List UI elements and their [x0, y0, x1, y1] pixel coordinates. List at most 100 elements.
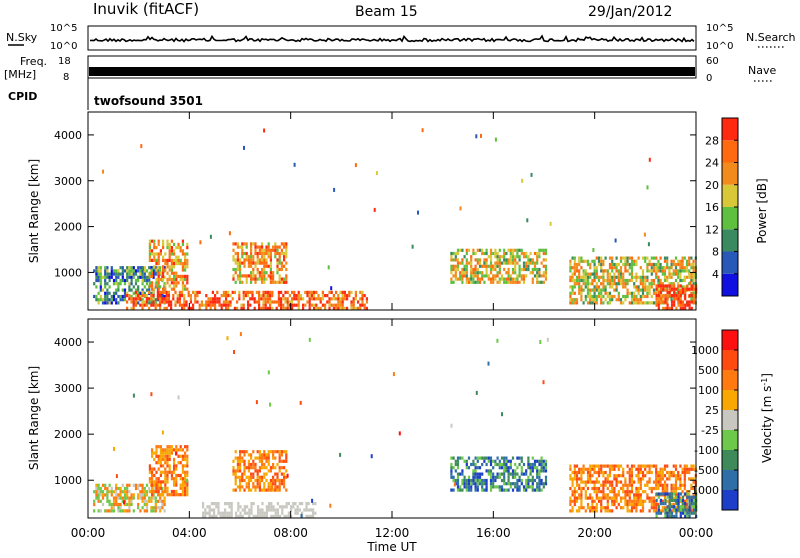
- echo-cell: [582, 470, 585, 475]
- echo-cell: [239, 332, 242, 337]
- echo-cell: [278, 245, 281, 249]
- echo-cell: [241, 450, 244, 454]
- echo-cell: [239, 267, 242, 272]
- echo-cell: [592, 248, 595, 252]
- echo-cell: [202, 514, 205, 518]
- colorbar-tick-label: -1000: [687, 484, 719, 497]
- echo-cell: [582, 480, 585, 484]
- echo-cell: [487, 277, 490, 281]
- echo-cell: [230, 505, 233, 509]
- echo-cell: [97, 490, 100, 494]
- echo-cell: [170, 303, 173, 307]
- echo-cell: [139, 294, 142, 299]
- colorbar-tick-label: 24: [705, 157, 719, 170]
- echo-cell: [480, 133, 482, 138]
- colorbar-segment: [722, 140, 738, 163]
- echo-cell: [162, 451, 165, 455]
- echo-cell: [505, 488, 508, 492]
- echo-cell: [690, 298, 693, 302]
- echo-cell: [175, 274, 178, 278]
- echo-cell: [677, 275, 680, 279]
- echo-cell: [628, 483, 631, 487]
- echo-cell: [143, 486, 146, 491]
- echo-cell: [132, 269, 135, 273]
- echo-cell: [641, 291, 645, 295]
- echo-cell: [578, 493, 581, 497]
- echo-cell: [95, 294, 98, 299]
- echo-cell: [93, 282, 96, 286]
- echo-cell: [178, 297, 181, 301]
- echo-cell: [641, 506, 645, 510]
- echo-cell: [509, 255, 512, 259]
- echo-cell: [243, 508, 246, 512]
- echo-cell: [365, 297, 368, 301]
- echo-cell: [641, 278, 645, 283]
- echo-cell: [159, 266, 162, 270]
- echo-cell: [677, 470, 680, 475]
- echo-cell: [518, 478, 521, 483]
- echo-cell: [617, 275, 620, 279]
- echo-cell: [481, 456, 484, 460]
- echo-cell: [544, 264, 548, 268]
- echo-cell: [644, 474, 647, 478]
- echo-cell: [261, 456, 264, 460]
- echo-cell: [677, 474, 680, 478]
- echo-cell: [608, 262, 612, 267]
- echo-cell: [170, 281, 173, 285]
- echo-cell: [288, 300, 291, 304]
- echo-cell: [139, 266, 142, 270]
- echo-cell: [606, 278, 609, 283]
- echo-cell: [173, 477, 176, 481]
- echo-cell: [228, 231, 231, 236]
- echo-cell: [209, 297, 212, 301]
- echo-cell: [611, 486, 614, 491]
- echo-cell: [247, 290, 250, 294]
- echo-cell: [276, 248, 279, 252]
- echo-cell: [276, 511, 279, 515]
- echo-cell: [234, 478, 237, 483]
- echo-cell: [639, 499, 642, 503]
- echo-cell: [454, 277, 457, 281]
- echo-cell: [208, 508, 211, 512]
- echo-cell: [685, 464, 689, 468]
- echo-cell: [225, 306, 228, 310]
- echo-cell: [241, 280, 244, 284]
- echo-cell: [573, 464, 576, 468]
- echo-cell: [97, 301, 100, 305]
- echo-cell: [278, 255, 281, 259]
- echo-cell: [452, 488, 455, 492]
- echo-cell: [214, 294, 217, 298]
- echo-cell: [527, 482, 530, 486]
- echo-cell: [263, 128, 266, 133]
- echo-cell: [544, 466, 548, 470]
- echo-cell: [155, 454, 158, 458]
- echo-cell: [280, 264, 283, 268]
- echo-cell: [251, 294, 254, 298]
- echo-cell: [115, 269, 118, 273]
- echo-cell: [177, 258, 180, 262]
- echo-cell: [236, 251, 239, 256]
- echo-cell: [677, 492, 680, 496]
- echo-cell: [194, 290, 197, 294]
- echo-cell: [500, 472, 504, 476]
- echo-cell: [474, 472, 477, 476]
- echo-cell: [527, 456, 530, 460]
- echo-cell: [317, 306, 320, 310]
- echo-cell: [303, 508, 306, 512]
- echo-cell: [97, 272, 100, 276]
- echo-cell: [126, 486, 129, 491]
- echo-cell: [157, 457, 160, 462]
- echo-cell: [538, 459, 541, 463]
- echo-cell: [151, 249, 154, 253]
- echo-cell: [119, 493, 122, 497]
- echo-cell: [584, 483, 587, 487]
- echo-cell: [101, 483, 105, 487]
- echo-cell: [630, 467, 634, 471]
- echo-cell: [683, 256, 686, 260]
- echo-cell: [531, 485, 534, 489]
- echo-cell: [684, 502, 687, 506]
- echo-cell: [248, 511, 251, 515]
- echo-cell: [179, 246, 182, 250]
- echo-cell: [258, 306, 261, 310]
- echo-cell: [520, 456, 523, 460]
